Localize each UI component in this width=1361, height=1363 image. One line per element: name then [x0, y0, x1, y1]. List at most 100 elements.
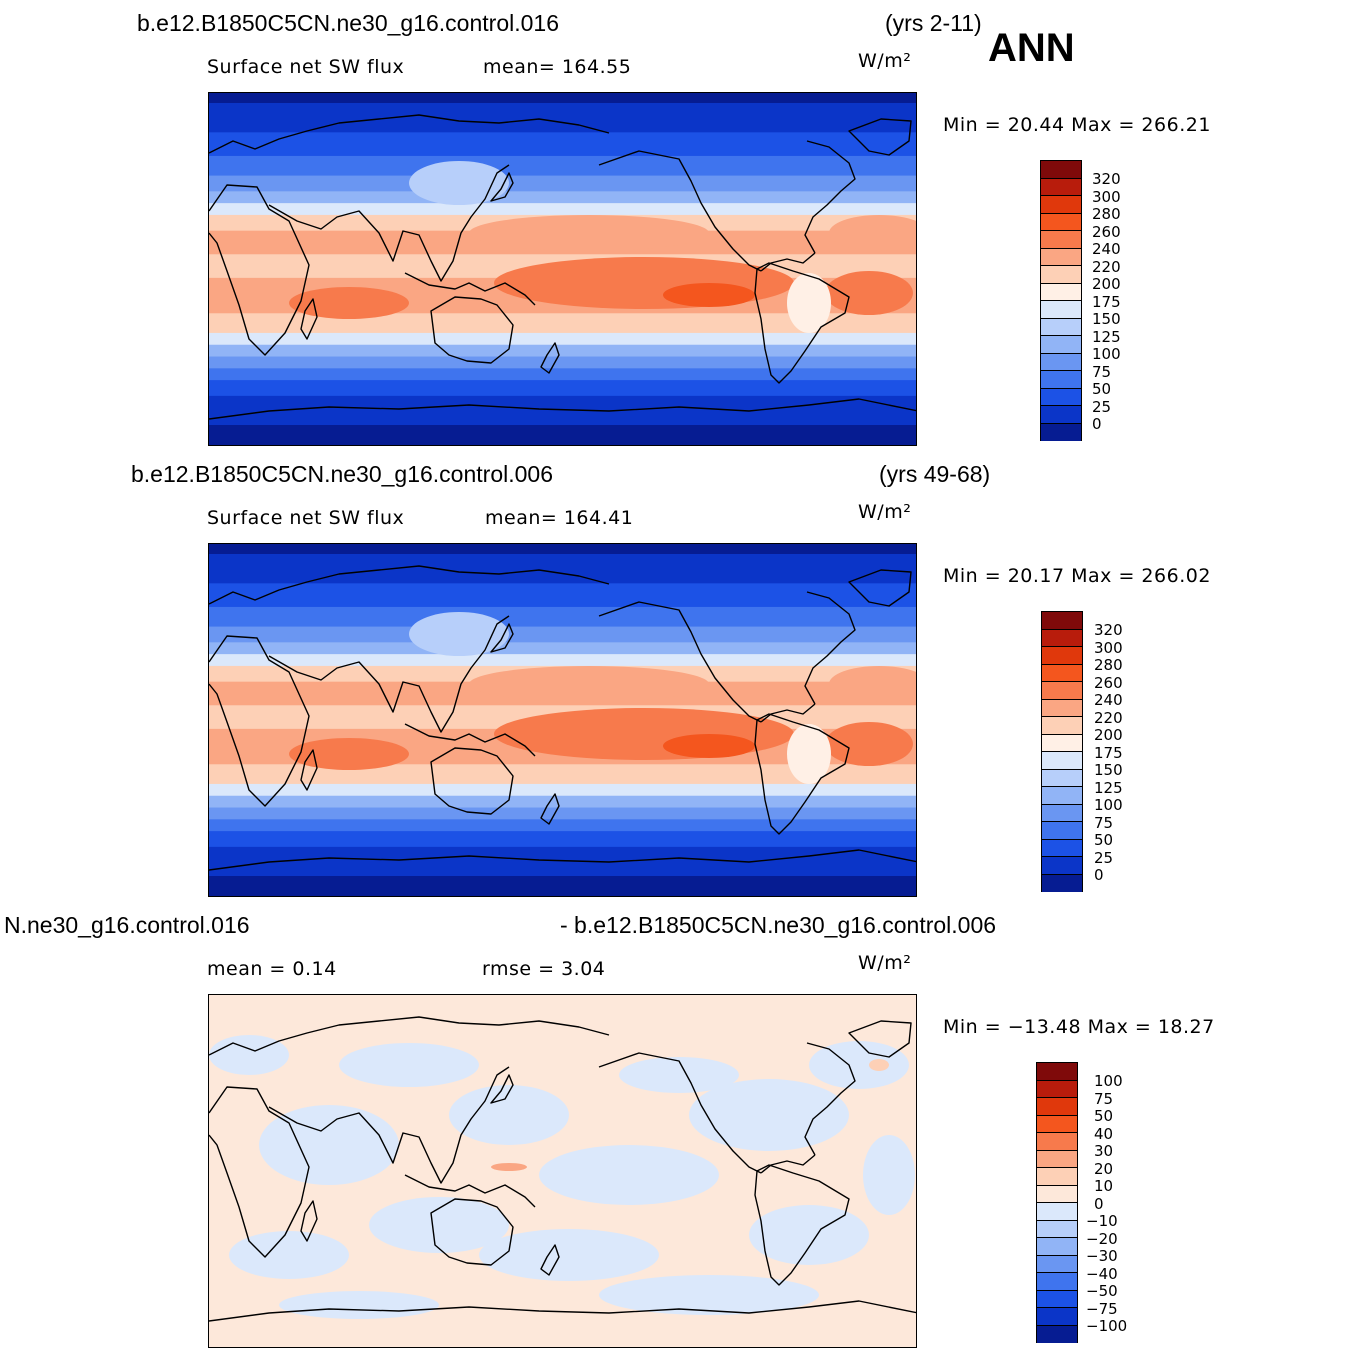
coastline: [430, 296, 514, 364]
colorbar-label: −40: [1086, 1264, 1118, 1283]
colorbar-box: [1037, 1308, 1077, 1326]
colorbar-box: [1042, 699, 1082, 717]
coastline: [404, 723, 536, 757]
colorbar-label: −10: [1086, 1212, 1118, 1230]
coastline: [490, 1074, 514, 1104]
panel2-map: [208, 543, 917, 897]
colorbar-box: [1042, 752, 1082, 770]
colorbar-label: 75: [1094, 1089, 1114, 1108]
panel2-minmax: Min = 20.17 Max = 266.02: [943, 565, 1211, 587]
panel3-mean: mean = 0.14: [207, 958, 337, 980]
panel3-rmse: rmse = 3.04: [482, 958, 606, 980]
coastline: [540, 342, 560, 374]
coastline: [209, 849, 916, 871]
colorbar-label: 280: [1092, 205, 1121, 223]
colorbar-box: [1042, 822, 1082, 840]
colorbar-box: [1042, 647, 1082, 665]
colorbar-box: [1042, 734, 1082, 752]
colorbar-label: 0: [1094, 1194, 1104, 1213]
colorbar-label: 240: [1094, 691, 1123, 709]
colorbar-box: [1042, 612, 1082, 630]
season-label: ANN: [988, 26, 1075, 70]
coastline: [760, 1154, 816, 1174]
colorbar-label: −30: [1086, 1247, 1118, 1265]
colorbar-box: [1037, 1220, 1077, 1238]
colorbar-label: 220: [1094, 708, 1123, 727]
colorbar-label: −20: [1086, 1229, 1118, 1248]
colorbar-label: 40: [1094, 1124, 1114, 1143]
colorbar-box: [1037, 1115, 1077, 1133]
coastline: [300, 749, 318, 791]
coastline: [209, 1086, 310, 1258]
panel3-difference-label: - b.e12.B1850C5CN.ne30_g16.control.006: [560, 912, 997, 938]
colorbar-box: [1041, 196, 1081, 214]
panel2-units: W/m²: [858, 501, 912, 523]
colorbar-box: [1041, 371, 1081, 389]
coastline: [804, 140, 856, 254]
panel2-mean: mean= 164.41: [485, 507, 634, 529]
colorbar-label: −75: [1086, 1299, 1118, 1318]
colorbar-label: 125: [1092, 327, 1121, 346]
colorbar-box: [1037, 1080, 1077, 1098]
colorbar-label: 20: [1094, 1159, 1114, 1178]
colorbar-box: [1042, 857, 1082, 875]
colorbar-label: 50: [1092, 380, 1112, 398]
colorbar-label: 25: [1092, 397, 1112, 416]
panel3-case-name: N.ne30_g16.control.016: [4, 912, 250, 938]
colorbar-label: −50: [1086, 1282, 1118, 1300]
coastline: [754, 713, 850, 835]
coastline: [430, 747, 514, 815]
coastline: [268, 1066, 510, 1184]
colorbar-box: [1041, 423, 1081, 441]
colorbar-box: [1041, 318, 1081, 336]
coastline: [540, 1244, 560, 1276]
colorbar-box: [1037, 1238, 1077, 1256]
coastline: [404, 1174, 536, 1208]
coastline: [209, 635, 310, 807]
coastline: [268, 615, 510, 733]
coastline: [760, 252, 816, 272]
colorbar-label: 10: [1094, 1177, 1114, 1195]
colorbar-label: 200: [1092, 275, 1121, 293]
colorbar-label: 100: [1094, 1072, 1123, 1090]
panel1-variable-title: Surface net SW flux: [207, 56, 405, 78]
colorbar-box: [1037, 1273, 1077, 1291]
coastline: [209, 184, 310, 356]
colorbar-label: 100: [1092, 345, 1121, 363]
colorbar-label: 25: [1094, 848, 1114, 867]
colorbar-box: [1041, 283, 1081, 301]
coastline: [209, 1016, 610, 1056]
coastline: [760, 703, 816, 723]
colorbar-box: [1037, 1098, 1077, 1116]
colorbar-box: [1042, 664, 1082, 682]
colorbar-box: [1037, 1063, 1077, 1081]
colorbar-label: 30: [1094, 1142, 1114, 1160]
colorbar-box: [1042, 874, 1082, 892]
colorbar-box: [1037, 1150, 1077, 1168]
colorbar-label: 75: [1094, 813, 1114, 832]
colorbar-box: [1041, 336, 1081, 354]
colorbar-label: 320: [1094, 621, 1123, 639]
colorbar-label: 125: [1094, 778, 1123, 797]
coastline: [430, 1198, 514, 1266]
coastline: [754, 262, 850, 384]
coastline: [848, 118, 912, 156]
colorbar-box: [1037, 1203, 1077, 1221]
panel1-map: [208, 92, 917, 446]
colorbar-label: 280: [1094, 656, 1123, 674]
colorbar-label: 150: [1092, 310, 1121, 328]
panel2-variable-title: Surface net SW flux: [207, 507, 405, 529]
coastline: [209, 1300, 916, 1322]
coastline: [848, 1020, 912, 1058]
colorbar-label: 150: [1094, 761, 1123, 779]
colorbar-label: 0: [1092, 415, 1102, 433]
colorbar-label: 175: [1094, 743, 1123, 762]
panel1-mean: mean= 164.55: [483, 56, 632, 78]
colorbar-label: −100: [1086, 1317, 1128, 1335]
colorbar-label: 50: [1094, 1107, 1114, 1125]
coastline: [754, 1164, 850, 1286]
colorbar-box: [1042, 839, 1082, 857]
panel1-units: W/m²: [858, 50, 912, 72]
panel3-colorbar: [1036, 1062, 1078, 1343]
colorbar-box: [1041, 231, 1081, 249]
